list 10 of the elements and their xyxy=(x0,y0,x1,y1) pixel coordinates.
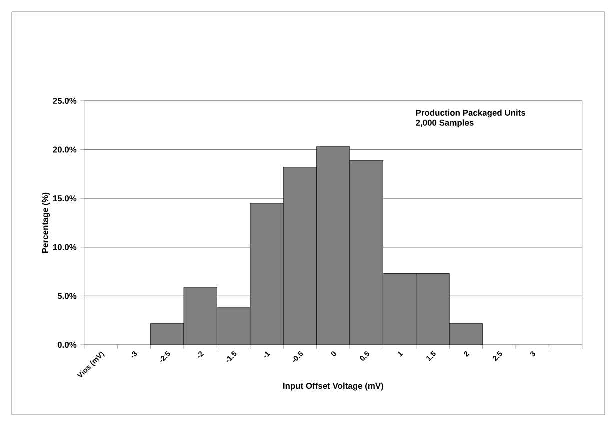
y-tick-label: 20.0% xyxy=(53,146,77,153)
y-tick-label: 10.0% xyxy=(53,244,77,250)
y-tick-label: 15.0% xyxy=(53,196,77,202)
y-tick-label: 5.0% xyxy=(58,293,77,300)
annotation: Production Packaged Units xyxy=(416,110,526,118)
y-axis-title: Percentage (%) xyxy=(42,192,50,254)
annotation: 2,000 Samples xyxy=(416,120,474,128)
y-tick-label: 25.0% xyxy=(53,98,77,104)
x-axis-title: Input Offset Voltage (mV) xyxy=(283,382,384,391)
y-tick-label: 0.0% xyxy=(58,342,77,348)
